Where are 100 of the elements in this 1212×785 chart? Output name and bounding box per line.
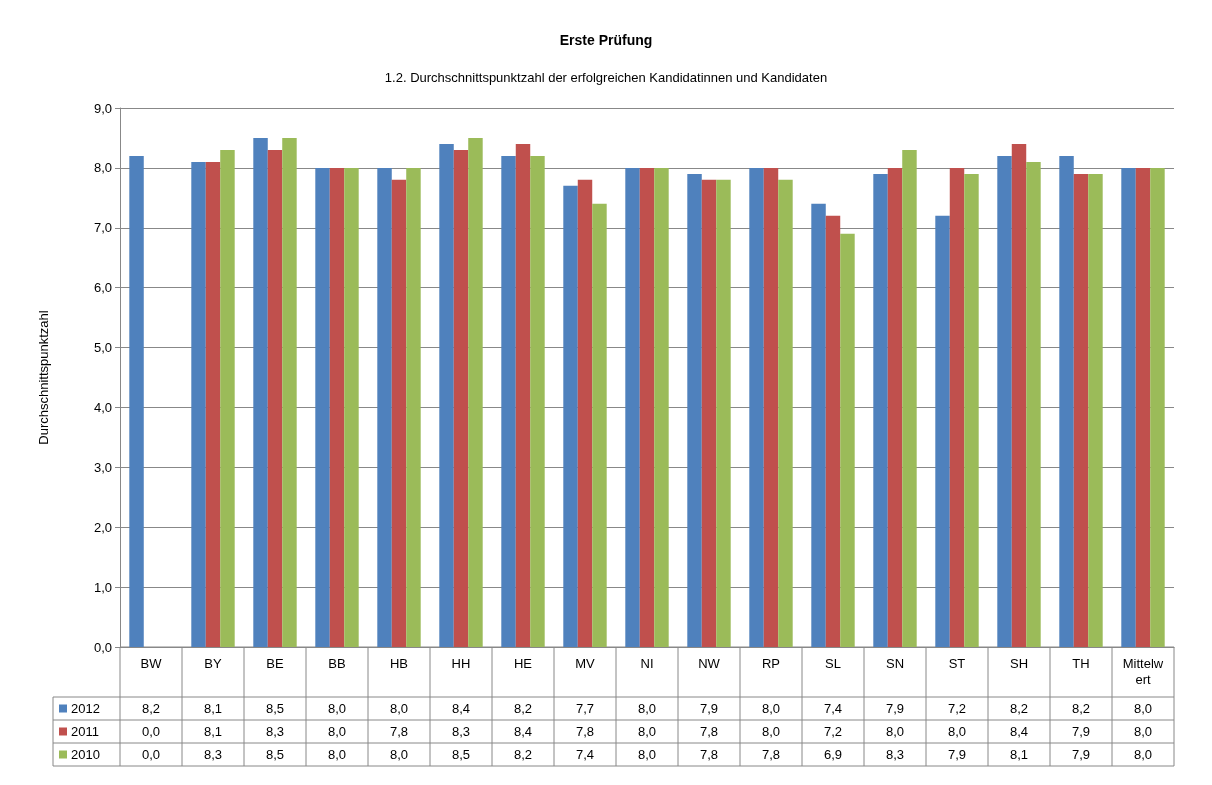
data-label: 8,2 <box>1071 701 1091 716</box>
data-label: 8,5 <box>451 747 471 762</box>
x-tick-label: MV <box>575 655 596 671</box>
x-tick-label: HE <box>513 655 533 671</box>
x-tick-label: BW <box>140 655 163 671</box>
x-tick-label: BE <box>266 655 284 671</box>
data-label: 7,2 <box>823 724 843 739</box>
data-label: 8,0 <box>885 724 905 739</box>
data-label: 8,0 <box>1133 724 1153 739</box>
bar <box>716 179 731 647</box>
bar <box>1073 173 1089 647</box>
data-label: 6,9 <box>823 747 843 762</box>
data-label: 8,0 <box>327 701 347 716</box>
bar <box>453 149 469 647</box>
bar <box>592 203 607 647</box>
data-label: 0,0 <box>141 724 161 739</box>
y-tick-label: 3,0 <box>93 459 112 475</box>
data-label: 8,3 <box>265 724 285 739</box>
data-label: 8,0 <box>327 724 347 739</box>
bar <box>840 233 855 647</box>
data-label: 8,0 <box>1133 701 1153 716</box>
bar <box>205 161 221 647</box>
chart-title: Erste Prüfung <box>559 32 653 48</box>
bar <box>701 179 717 647</box>
x-tick-label: BB <box>328 655 346 671</box>
data-label: 0,0 <box>141 747 161 762</box>
data-label: 7,9 <box>699 701 719 716</box>
x-tick-label: BY <box>204 655 222 671</box>
bar <box>468 137 483 647</box>
data-label: 8,3 <box>451 724 471 739</box>
bar <box>763 167 779 647</box>
data-label: 8,5 <box>265 747 285 762</box>
data-label: 8,1 <box>1009 747 1029 762</box>
y-tick-label: 5,0 <box>93 340 112 356</box>
x-tick-label: NW <box>698 655 721 671</box>
y-tick-label: 6,0 <box>93 280 112 296</box>
data-label: 8,2 <box>513 747 533 762</box>
bar <box>749 167 764 647</box>
y-tick-label: 8,0 <box>93 160 112 176</box>
bar <box>639 167 655 647</box>
data-label: 8,1 <box>203 701 223 716</box>
bar <box>315 167 330 647</box>
bar <box>811 203 826 647</box>
bar <box>625 167 640 647</box>
x-tick-label: Mittelwert <box>1122 655 1164 687</box>
bar <box>1059 155 1074 647</box>
data-label: 7,8 <box>761 747 781 762</box>
x-tick-label: SL <box>825 655 841 671</box>
data-label: 8,0 <box>1133 747 1153 762</box>
x-tick-label: ST <box>948 655 966 671</box>
bar <box>253 137 268 647</box>
bar <box>406 167 421 647</box>
y-tick-label: 7,0 <box>93 220 112 236</box>
legend-label: 2010 <box>71 747 100 762</box>
bar <box>949 167 965 647</box>
data-label: 8,0 <box>761 724 781 739</box>
data-label: 7,9 <box>1071 747 1091 762</box>
x-tick-label: RP <box>761 655 781 671</box>
x-tick-label: HH <box>451 655 471 671</box>
bar <box>191 161 206 647</box>
bar <box>530 155 545 647</box>
bar <box>267 149 283 647</box>
bar <box>391 179 407 647</box>
data-label: 7,8 <box>699 724 719 739</box>
bar <box>654 167 669 647</box>
x-tick-label: TH <box>1072 655 1090 671</box>
data-label: 8,4 <box>513 724 533 739</box>
data-label: 7,4 <box>823 701 843 716</box>
data-label: 7,9 <box>885 701 905 716</box>
chart-subtitle: 1.2. Durchschnittspunktzahl der erfolgreichen Kandidatinnen und Kandidaten <box>384 70 828 85</box>
data-label: 8,5 <box>265 701 285 716</box>
data-label: 7,9 <box>947 747 967 762</box>
bar <box>439 143 454 647</box>
x-tick-label: SH <box>1009 655 1029 671</box>
data-label: 8,2 <box>513 701 533 716</box>
data-label: 8,0 <box>389 747 409 762</box>
bar <box>377 167 392 647</box>
bar <box>1150 167 1165 647</box>
data-label: 7,8 <box>389 724 409 739</box>
bar <box>887 167 903 647</box>
bar <box>329 167 345 647</box>
legend-label: 2012 <box>71 701 100 716</box>
bar <box>563 185 578 647</box>
bar <box>344 167 359 647</box>
x-tick-label: HB <box>389 655 409 671</box>
y-axis-title: Durchschnittspunktzahl <box>36 310 51 445</box>
y-tick-label: 9,0 <box>93 100 112 116</box>
data-label: 8,1 <box>203 724 223 739</box>
data-label: 8,0 <box>637 724 657 739</box>
bar <box>997 155 1012 647</box>
data-label: 8,0 <box>327 747 347 762</box>
bar <box>501 155 516 647</box>
x-tick-label: SN <box>885 655 905 671</box>
bar <box>778 179 793 647</box>
data-label: 8,2 <box>1009 701 1029 716</box>
data-label: 7,7 <box>575 701 595 716</box>
data-label: 7,2 <box>947 701 967 716</box>
data-label: 8,0 <box>947 724 967 739</box>
bar <box>220 149 235 647</box>
bar <box>902 149 917 647</box>
